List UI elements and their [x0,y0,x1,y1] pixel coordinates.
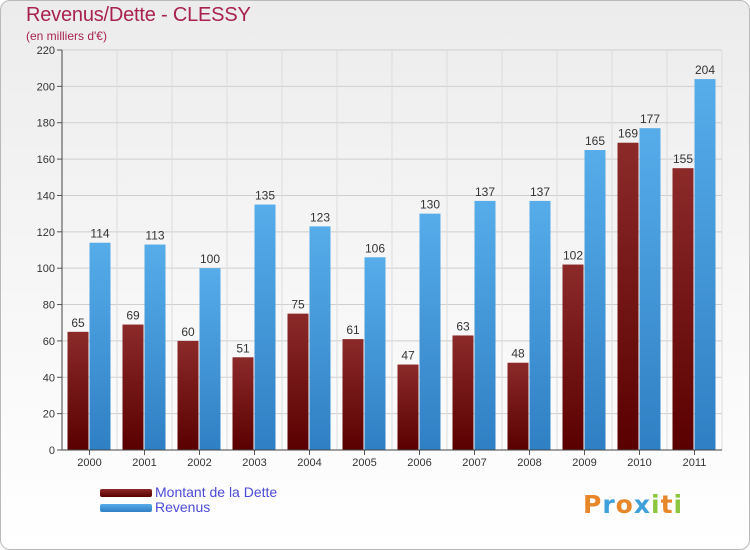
bar-revenue [694,79,716,450]
x-tick-label: 2003 [242,457,266,469]
bar-revenue [474,200,496,450]
x-tick-label: 2002 [187,457,211,469]
y-tick-label: 160 [37,154,55,166]
x-tick-label: 2000 [77,457,101,469]
data-label-debt: 75 [291,298,305,312]
bar-debt [122,324,144,450]
logo-letter: i [673,490,684,519]
logo-letter: t [660,490,674,519]
legend-swatch-debt [100,489,152,497]
grid-lines [61,49,723,451]
x-tick-label: 2001 [132,457,156,469]
data-label-revenue: 114 [90,227,109,241]
x-tick-label: 2007 [462,457,486,469]
data-label-debt: 47 [401,349,415,363]
bar-debt [397,364,419,450]
bar-revenue [309,226,331,450]
logo-letter: o [615,490,634,519]
data-label-debt: 69 [126,309,140,323]
bar-revenue [254,204,276,450]
data-label-revenue: 100 [200,252,220,266]
data-label-debt: 65 [71,316,85,330]
data-label-debt: 155 [673,152,693,166]
chart-subtitle: (en milliers d'€) [26,29,107,43]
data-label-revenue: 165 [585,134,605,148]
bar-revenue [89,242,111,450]
x-tick-label: 2010 [627,457,651,469]
bar-revenue [419,213,441,450]
bar-debt [617,142,639,450]
y-tick-label: 200 [37,81,55,93]
proxiti-logo: Proxiti [583,490,683,519]
bars: 65 114 69 113 60 100 51 135 75 123 61 106 47 130 63 137… [67,63,716,450]
data-label-revenue: 130 [420,198,440,212]
data-label-debt: 48 [511,347,525,361]
bar-debt [177,340,199,450]
data-label-revenue: 106 [365,241,385,255]
bar-revenue [144,244,166,450]
bar-revenue [529,200,551,450]
data-label-debt: 61 [346,323,360,337]
legend-label-revenue: Revenus [155,499,211,515]
data-label-revenue: 135 [255,189,275,203]
data-label-debt: 169 [618,127,638,141]
bar-revenue [364,257,386,450]
y-tick-label: 140 [37,190,55,202]
data-label-debt: 102 [563,249,583,263]
data-label-revenue: 177 [640,112,660,126]
bar-debt [507,362,529,450]
logo-letter: P [583,490,603,519]
bar-debt [67,331,89,450]
data-label-revenue: 137 [475,185,495,199]
bar-debt [562,264,584,450]
bar-revenue [639,128,661,450]
y-tick-label: 40 [43,372,55,384]
data-label-debt: 63 [456,319,470,333]
x-tick-label: 2006 [407,457,431,469]
data-label-revenue: 113 [145,229,164,243]
data-label-revenue: 123 [310,210,330,224]
logo-letter: r [602,490,616,519]
data-label-debt: 60 [181,325,195,339]
data-label-revenue: 204 [695,63,715,77]
bar-debt [342,339,364,450]
logo-letter: i [651,490,661,519]
x-tick-label: 2011 [683,457,707,469]
data-label-revenue: 137 [530,185,550,199]
x-tick-label: 2009 [572,457,596,469]
y-tick-label: 180 [37,118,55,130]
data-label-debt: 51 [236,341,250,355]
axes: 0 20 40 60 80 100 120 140 160 180 200 220 2000 2001 20… [37,45,722,469]
bar-debt [287,313,309,450]
chart-title: Revenus/Dette - CLESSY [26,4,251,26]
logo-letter: x [633,490,651,519]
y-tick-label: 100 [37,263,55,275]
x-tick-label: 2005 [352,457,376,469]
y-tick-label: 80 [43,300,55,312]
x-tick-label: 2008 [517,457,541,469]
y-tick-label: 220 [37,45,55,57]
bar-debt [672,168,694,450]
y-tick-label: 60 [43,336,55,348]
x-tick-label: 2004 [297,457,321,469]
bar-debt [232,357,254,450]
bar-revenue [584,150,606,450]
y-tick-label: 0 [49,445,55,457]
y-tick-label: 20 [43,409,55,421]
legend-swatch-revenue [100,504,152,512]
bar-debt [452,335,474,450]
y-tick-label: 120 [37,227,55,239]
bar-revenue [199,268,221,450]
legend-label-debt: Montant de la Dette [155,484,278,500]
